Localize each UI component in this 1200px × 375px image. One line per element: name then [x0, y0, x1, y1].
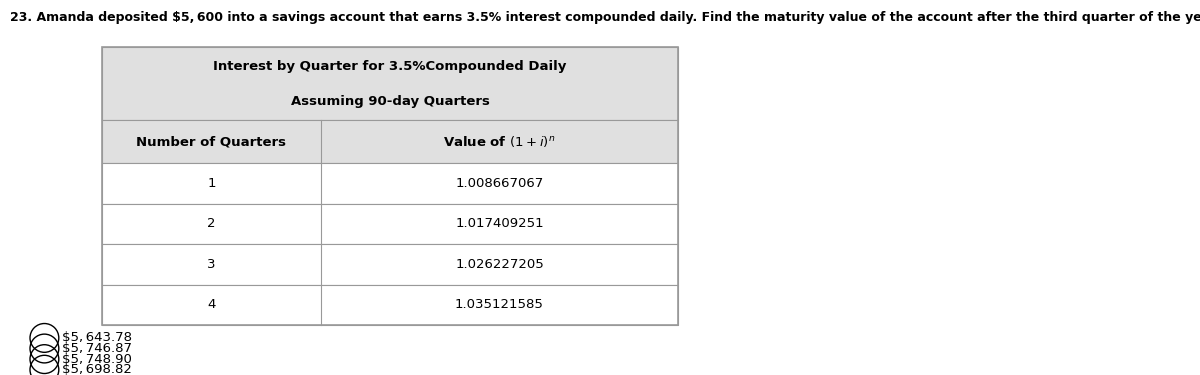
Text: $5, 746.87: $5, 746.87	[62, 342, 132, 355]
Text: 1.035121585: 1.035121585	[455, 298, 544, 311]
Text: 4: 4	[208, 298, 216, 311]
Text: 1.017409251: 1.017409251	[455, 217, 544, 230]
Text: $5, 698.82: $5, 698.82	[62, 363, 132, 375]
Text: Interest by Quarter for 3.5%Compounded Daily: Interest by Quarter for 3.5%Compounded D…	[214, 60, 566, 73]
Bar	[102, 120, 678, 163]
Bar	[102, 285, 678, 325]
Text: $5, 643.78: $5, 643.78	[62, 332, 132, 344]
Text: Number of Quarters: Number of Quarters	[137, 135, 287, 148]
Bar	[102, 47, 678, 120]
Bar	[102, 47, 678, 325]
Bar	[102, 244, 678, 285]
Text: 1: 1	[208, 177, 216, 190]
Text: 23. Amanda deposited $5, 600 into a savings account that earns 3.5% interest com: 23. Amanda deposited $5, 600 into a savi…	[10, 11, 1200, 24]
Bar	[102, 163, 678, 204]
Text: 1.008667067: 1.008667067	[455, 177, 544, 190]
Bar	[102, 204, 678, 244]
Text: Assuming 90-day Quarters: Assuming 90-day Quarters	[290, 95, 490, 108]
Text: 1.026227205: 1.026227205	[455, 258, 544, 271]
Text: Value of $(1+i)^n$: Value of $(1+i)^n$	[443, 134, 556, 149]
Text: 2: 2	[208, 217, 216, 230]
Text: $5, 748.90: $5, 748.90	[62, 352, 132, 366]
Text: 3: 3	[208, 258, 216, 271]
